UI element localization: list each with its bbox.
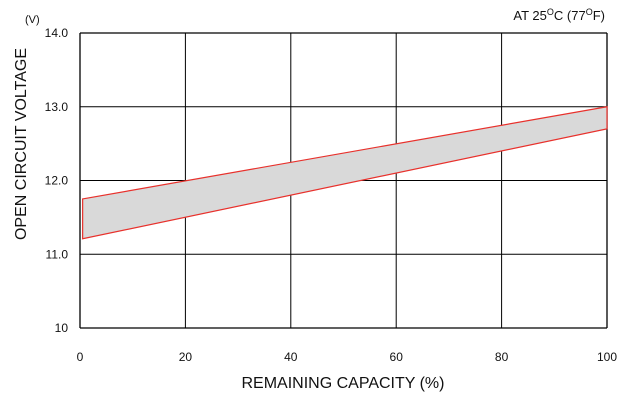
x-tick-label: 100 <box>597 350 617 364</box>
x-tick-label: 0 <box>77 350 84 364</box>
voltage-range-band <box>82 106 608 240</box>
degree-sup-1: O <box>547 7 554 17</box>
degree-sup-2: O <box>586 7 593 17</box>
y-unit-label: (V) <box>25 14 40 26</box>
y-tick-label: 14.0 <box>45 26 69 40</box>
y-tick-label: 12.0 <box>45 174 69 188</box>
tick-labels: 0 20 40 60 80 100 10 11.0 12.0 13.0 14.0 <box>45 26 618 364</box>
y-tick-label: 13.0 <box>45 100 69 114</box>
x-tick-label: 40 <box>284 350 298 364</box>
x-axis-title: REMAINING CAPACITY (%) <box>242 375 445 392</box>
x-tick-label: 20 <box>179 350 193 364</box>
temperature-annotation: AT 25OC (77OF) <box>513 7 605 23</box>
y-tick-label: 10 <box>55 321 69 335</box>
annotation-mid: C (77 <box>554 8 586 23</box>
x-tick-label: 60 <box>390 350 404 364</box>
y-axis-title: OPEN CIRCUIT VOLTAGE <box>13 48 30 240</box>
y-tick-label: 11.0 <box>46 247 69 261</box>
annotation-suffix: F) <box>593 8 605 23</box>
x-tick-label: 80 <box>495 350 509 364</box>
annotation-prefix: AT 25 <box>513 8 546 23</box>
